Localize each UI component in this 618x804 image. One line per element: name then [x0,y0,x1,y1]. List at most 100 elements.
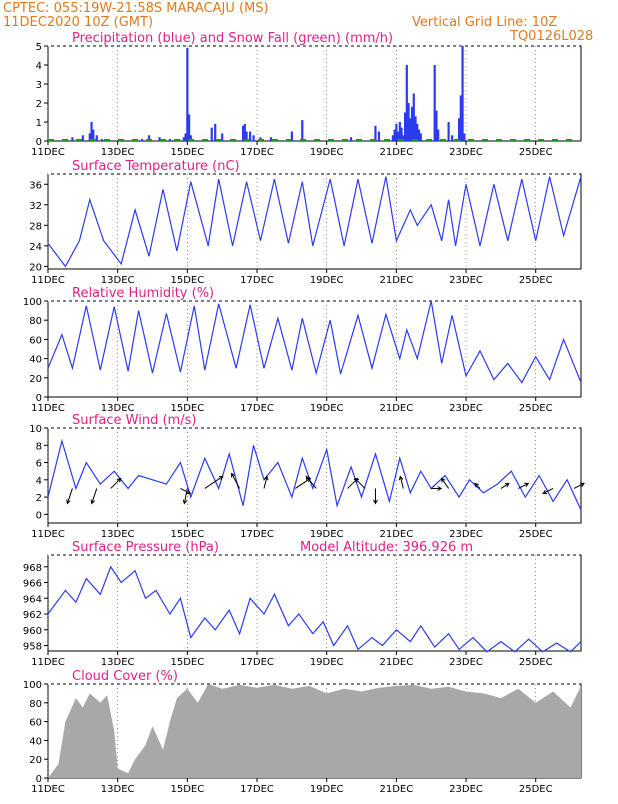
wind-vector-head [398,475,404,481]
precip-bar [241,125,245,141]
x-tick-label: 17DEC [240,275,274,286]
pres-frame [47,554,582,652]
x-tick-label: 13DEC [101,147,135,158]
precip-bar [290,131,293,141]
precip-bar [140,139,144,141]
y-tick-label: 964 [23,594,42,605]
cloud-title: Cloud Cover (%) [72,669,178,684]
precip-bar [245,131,248,141]
precip-bar [187,114,191,141]
precip-bar [461,46,464,141]
x-tick-label: 17DEC [240,529,274,540]
precip-bar [407,103,410,141]
x-tick-label: 21DEC [379,403,413,414]
wind-vector-head [116,477,122,483]
precip-bar [92,129,95,141]
precip-bar [377,131,381,141]
x-tick-label: 23DEC [449,275,483,286]
wind-panel: 0 2 4 6 8 10 11DEC 13DEC 15DEC 17DEC 19DEC 21DEC 23D… [29,413,585,540]
x-tick-label: 23DEC [449,657,483,668]
x-tick-label: 15DEC [170,784,204,795]
precip-bar [252,135,255,141]
x-tick-label: 23DEC [449,529,483,540]
x-tick-label: 11DEC [31,275,65,286]
precip-bar [349,137,353,141]
wind-vector [110,478,122,489]
y-tick-label: 10 [29,424,42,435]
x-tick-label: 15DEC [170,657,204,668]
wind-vector [441,478,450,489]
x-tick-label: 25DEC [519,529,553,540]
precip-bar [158,137,161,141]
precip-bar [435,110,438,141]
y-tick-label: 20 [29,262,42,273]
wind-vector-head [542,489,548,495]
x-tick-label: 17DEC [240,403,274,414]
x-tick-label: 15DEC [170,147,204,158]
wind-vector [180,488,191,494]
precip-bar [71,137,74,141]
wind-vector-head [440,477,446,483]
y-tick-label: 2 [36,493,42,504]
x-tick-label: 21DEC [379,657,413,668]
run-time: 11DEC2020 10Z (GMT) [3,15,153,30]
y-tick-label: 0 [36,393,42,404]
wind-vector [573,483,585,489]
precip-bar [374,125,377,141]
precip-bar [419,133,422,141]
wind-vector [263,476,268,489]
x-tick-label: 25DEC [519,403,553,414]
y-tick-label: 36 [29,180,42,191]
precip-bar [417,129,421,141]
wind-vector-head [524,482,530,487]
x-tick-label: 25DEC [519,275,553,286]
pres-title: Surface Pressure (hPa) [72,540,219,555]
x-tick-label: 23DEC [449,147,483,158]
y-tick-label: 40 [29,355,42,366]
wind-vector-head [437,486,443,491]
cloud-panel: 0 20 40 60 80 100 11DEC 13DEC 15DEC 17DEC 19DEC 21D… [23,669,582,795]
temp-series-line [47,176,582,268]
wind-vector-head [579,482,585,487]
y-tick-label: 958 [23,641,42,652]
wind-vector [305,476,317,489]
x-tick-label: 13DEC [101,784,135,795]
precip-bar [433,65,436,141]
x-tick-label: 21DEC [379,529,413,540]
precip-bar [95,135,98,141]
rh-series-line [47,300,582,384]
x-tick-label: 15DEC [170,275,204,286]
x-tick-label: 15DEC [170,529,204,540]
x-tick-label: 21DEC [379,275,413,286]
precip-bar [210,127,213,141]
temp-title: Surface Temperature (nC) [72,159,240,174]
precip-bar [403,112,407,141]
wind-vector [204,476,224,489]
y-tick-label: 6 [36,459,42,470]
y-tick-label: 0 [36,137,42,148]
y-tick-label: 3 [36,80,42,91]
precip-bar [168,139,172,141]
y-tick-label: 0 [36,774,42,785]
precip-bar [463,133,466,141]
precip-bar [147,135,151,141]
rh-frame [47,300,582,398]
y-tick-label: 4 [36,476,42,487]
precip-bar [214,123,217,141]
wind-vector [518,483,529,489]
wind-vector [66,488,73,504]
pres-series-line [47,565,582,653]
rh-title: Relative Humidity (%) [72,286,214,301]
wind-vector-head [504,482,510,488]
wind-vector-head [305,475,311,481]
wind-vector [474,483,481,489]
precip-bar [184,133,187,141]
precip-bar [451,135,454,141]
wind-title: Surface Wind (m/s) [72,413,196,428]
precip-bar [81,135,84,141]
precip-panel: 0 1 2 3 4 5 11DEC 13DEC 15DEC 17DEC 19DEC 21DEC 23DE… [31,31,582,158]
wind-vector [295,478,311,489]
wind-vector [183,488,188,504]
